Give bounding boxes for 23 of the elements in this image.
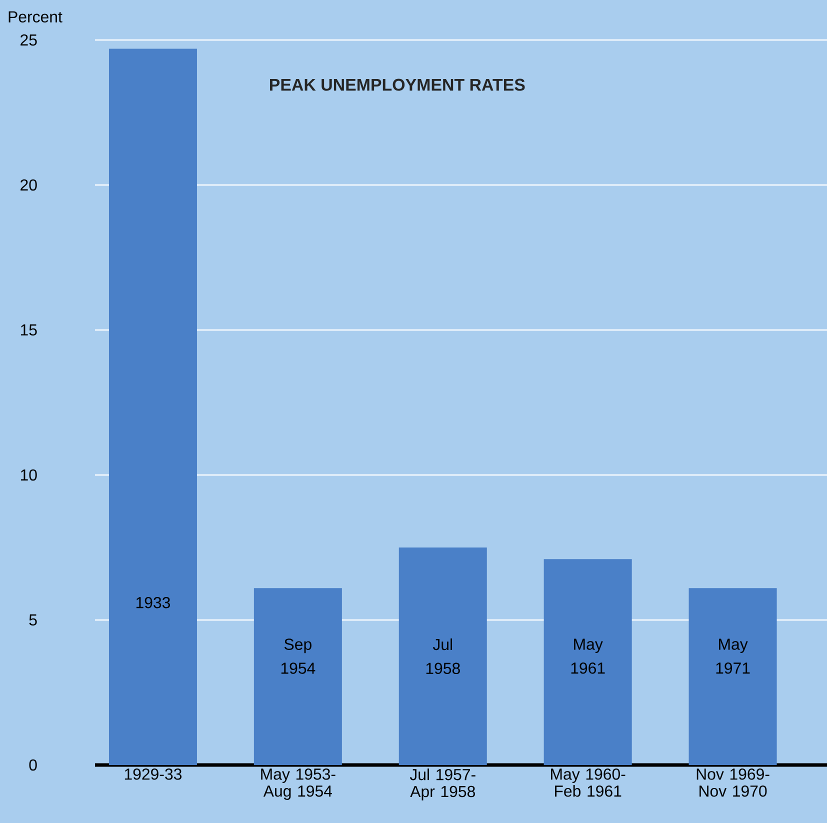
y-tick-label: 25 [20,34,37,46]
y-tick-label: 15 [20,324,37,336]
x-tick-label: Jul 1957- Apr 1958 [410,768,476,800]
y-tick-label: 0 [29,759,37,771]
annotation: Jul 1958 [426,638,460,674]
y-tick-label: 20 [20,179,37,191]
bar [254,588,342,765]
text: PEAK UNEMPLOYMENT RATES [270,78,525,91]
bar [688,588,777,765]
bar [544,559,632,765]
y-tick-label: 5 [29,614,37,626]
x-tick-label: Nov 1969- Nov 1970 [696,768,770,797]
y-axis-title: Percent [8,11,62,22]
x-tick-label: 1929-33 [124,768,182,780]
annotation: 1933 [136,596,170,608]
annotation: May 1961 [571,638,605,674]
bar [398,547,487,765]
y-tick-label: 10 [20,469,37,481]
x-tick-label: May 1953- Aug 1954 [261,768,336,800]
x-tick-label: May 1960- Feb 1961 [551,768,626,797]
annotation: May 1971 [716,638,750,674]
annotation: Sep 1954 [281,638,316,674]
bar [108,48,197,765]
